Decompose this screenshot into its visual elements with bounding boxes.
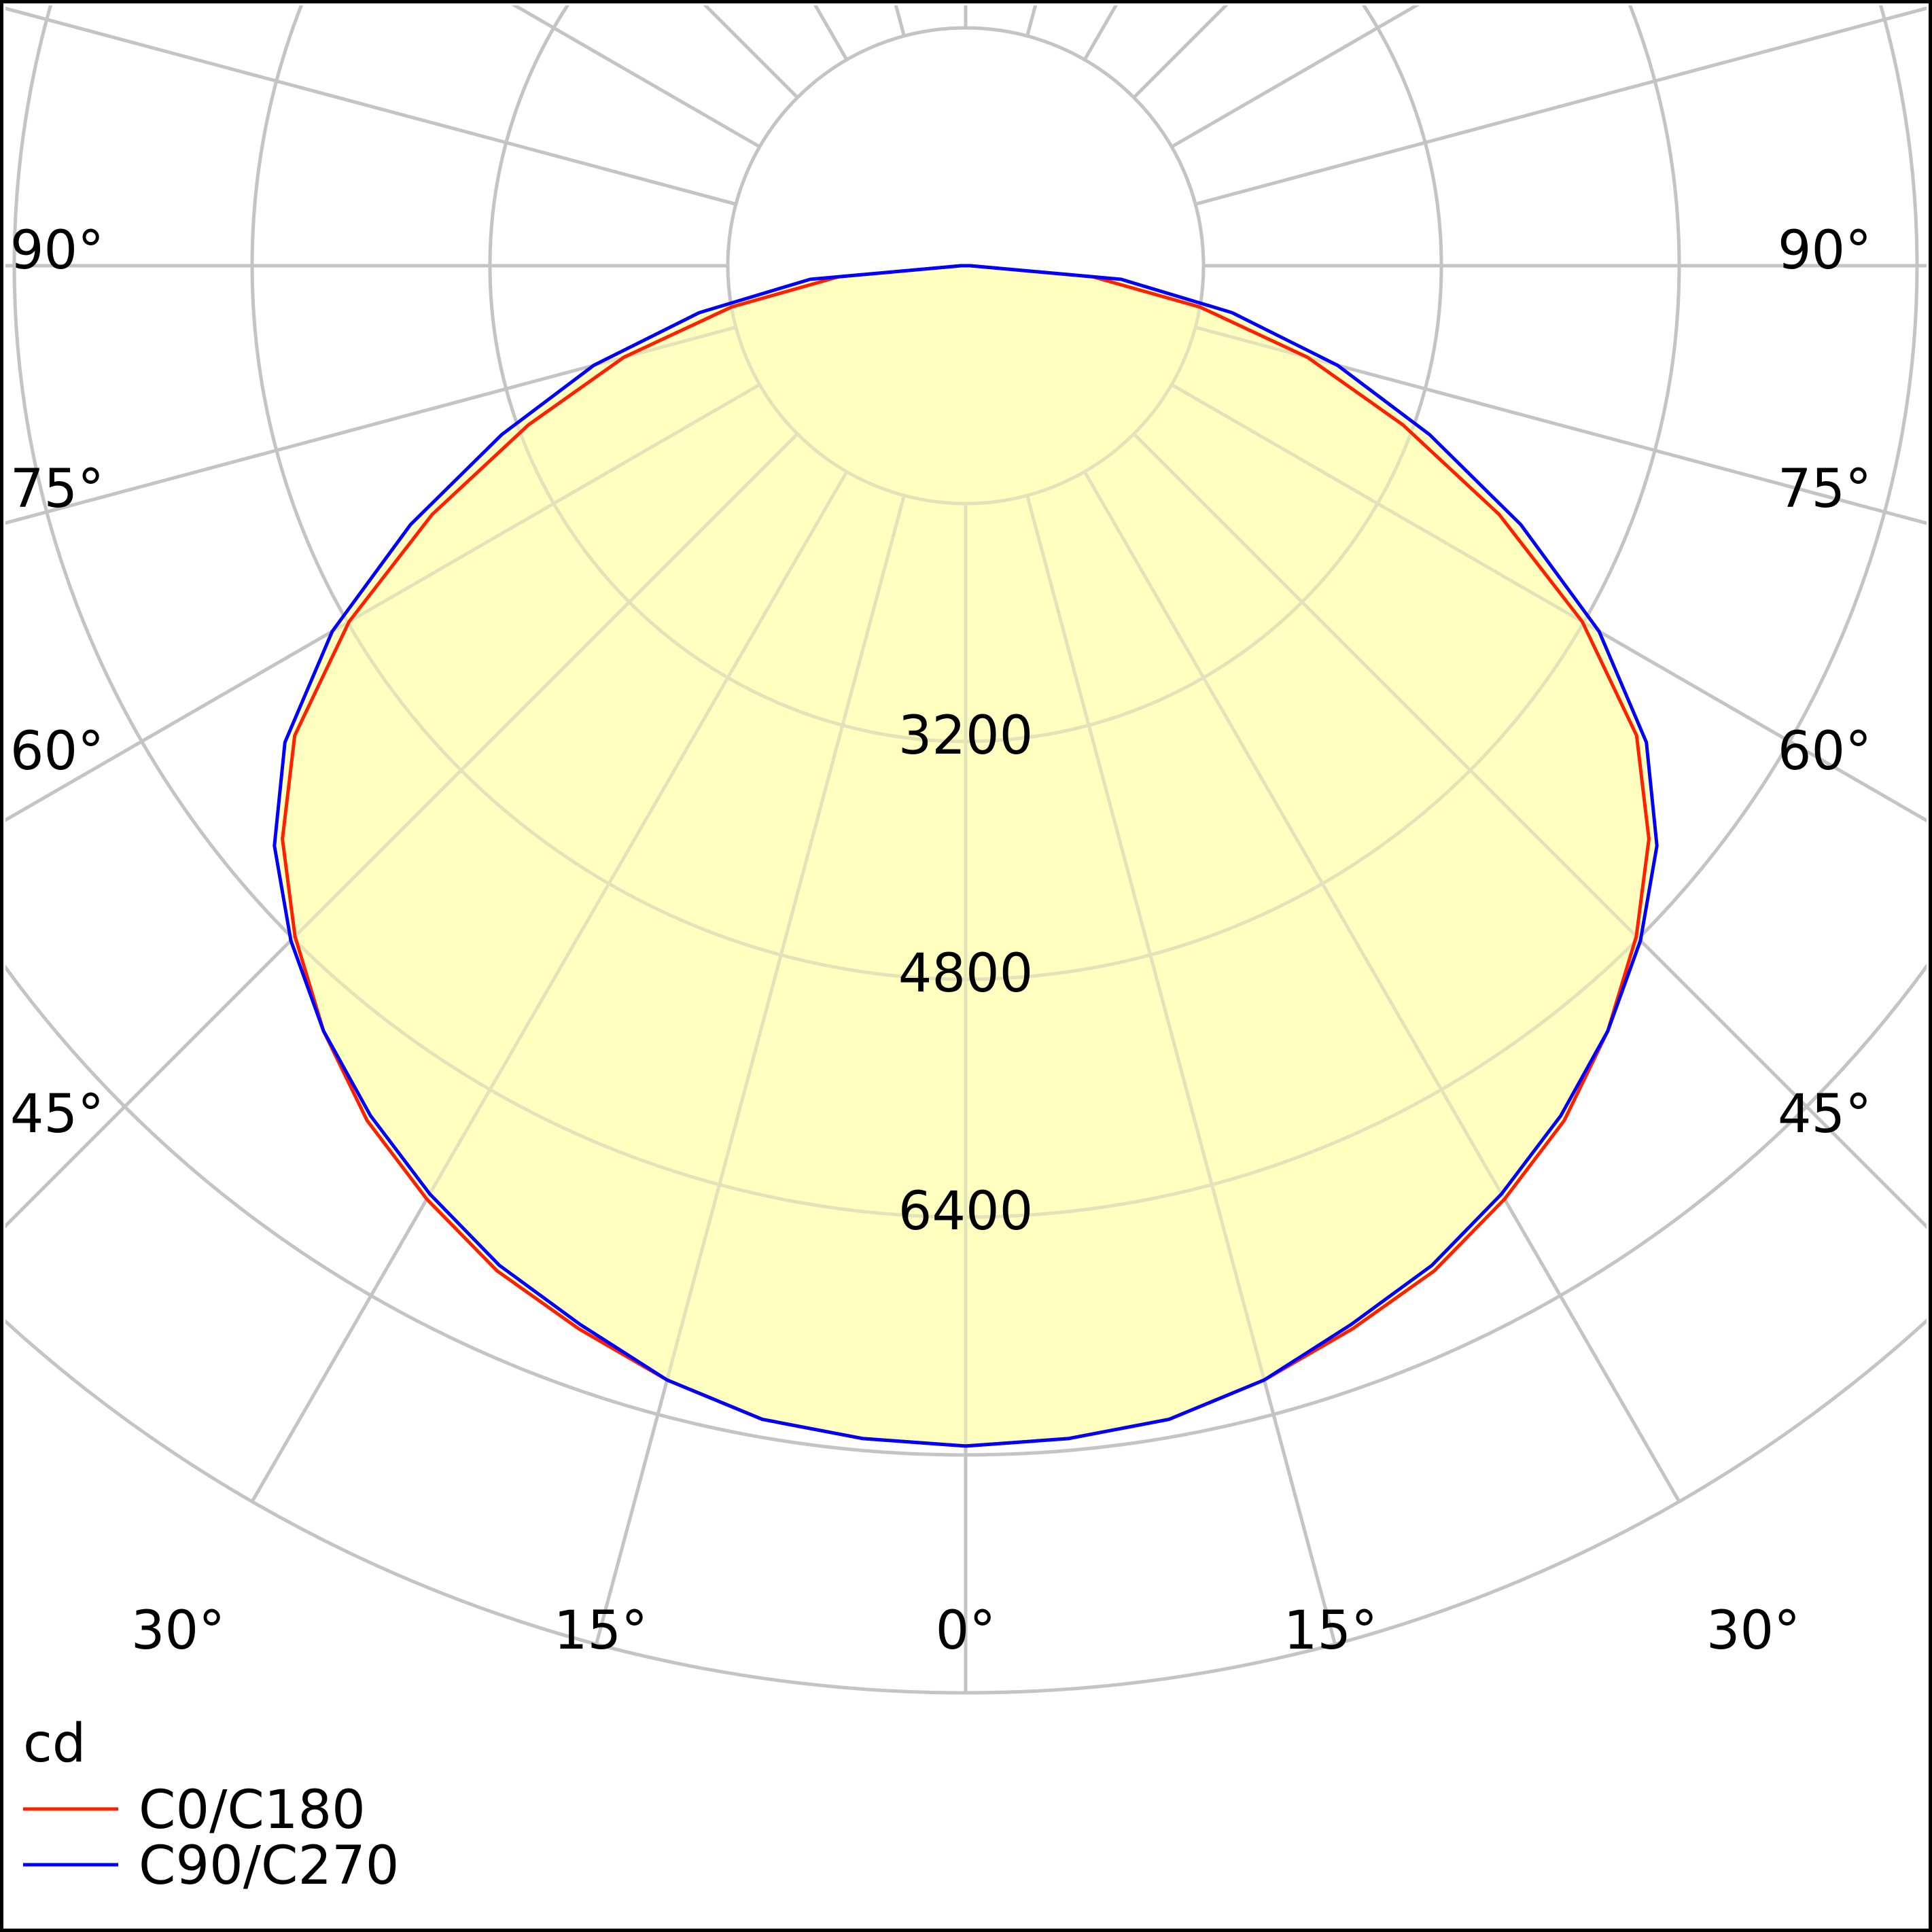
angle-label-right: 45° [1778,1084,1872,1145]
grid-spoke [511,5,761,149]
grid-overlay-spoke [1132,432,1927,1229]
grid-overlay-ring [726,26,1206,506]
grid-spoke [813,5,849,61]
intensity-fill-polygon [274,266,1657,1446]
grid-spoke [5,326,737,525]
radial-tick-label: 6400 [898,1181,1034,1242]
grid-overlay-spoke [1083,5,1119,61]
grid-spoke [1025,5,1038,37]
grid-overlay-spoke [1170,383,1927,823]
grid-overlay-spoke [5,326,737,525]
angle-label-bottom: 15° [1284,1600,1377,1662]
grid-overlay-spoke [5,432,799,1229]
legend-label-c90-c270: C90/C270 [139,1836,399,1897]
polar-grid-overlay [5,5,1927,1694]
grid-overlay-spoke [1170,5,1420,149]
angle-label-right: 75° [1778,459,1872,520]
grid-overlay-spoke [1195,326,1927,525]
radial-tick-label: 4800 [898,943,1034,1004]
axis-labels: 3200 4800 6400 90° 90° 75° 75° 60° 60° 45° 45° 30° 1… [10,220,1872,1662]
grid-overlay-ring [5,1318,1927,1694]
grid-overlay-spoke [1025,5,1038,37]
series-lines [273,264,1659,1448]
grid-overlay-spoke [703,5,799,99]
grid-spoke [894,5,906,37]
grid-spoke [703,5,799,99]
grid-overlay-spoke [595,495,906,1645]
grid-overlay-ring [12,5,1919,1219]
grid-overlay-spoke [511,5,761,149]
angle-label-right: 90° [1778,220,1872,281]
angle-label-left: 75° [10,459,104,520]
grid-overlay-spoke [813,5,849,61]
grid-overlay-ring [250,5,1681,981]
series-line-c90-c270 [273,264,1659,1448]
unit-label: cd [23,1713,86,1774]
angle-label-left: 90° [10,220,104,281]
angle-label-bottom: 0° [936,1600,996,1662]
legend-label-c0-c180: C0/C180 [139,1780,366,1841]
angle-label-bottom: 30° [1706,1600,1800,1662]
intensity-fill-area [274,266,1657,1446]
angle-label-bottom: 30° [131,1600,225,1662]
grid-spoke [1170,5,1420,149]
grid-overlay-spoke [5,383,761,822]
grid-spoke [1195,326,1927,525]
grid-overlay-spoke [1132,5,1229,99]
grid-overlay-spoke [5,6,737,206]
angle-label-left: 45° [10,1084,104,1145]
grid-overlay-spoke [1083,470,1681,1503]
grid-overlay-spoke [1195,6,1927,206]
grid-spoke [1132,5,1229,99]
grid-spoke [1083,5,1119,61]
radial-tick-label: 3200 [898,705,1034,767]
grid-overlay-spoke [894,5,906,37]
grid-overlay-spoke [1025,495,1337,1645]
angle-label-right: 60° [1778,721,1872,782]
grid-spoke [1195,6,1927,206]
angle-label-bottom: 15° [554,1600,648,1662]
grid-overlay-ring [5,963,1927,1456]
grid-overlay-spoke [250,470,849,1503]
grid-spoke [5,6,737,206]
grid-overlay-ring [488,5,1443,743]
angle-label-left: 60° [10,721,104,782]
